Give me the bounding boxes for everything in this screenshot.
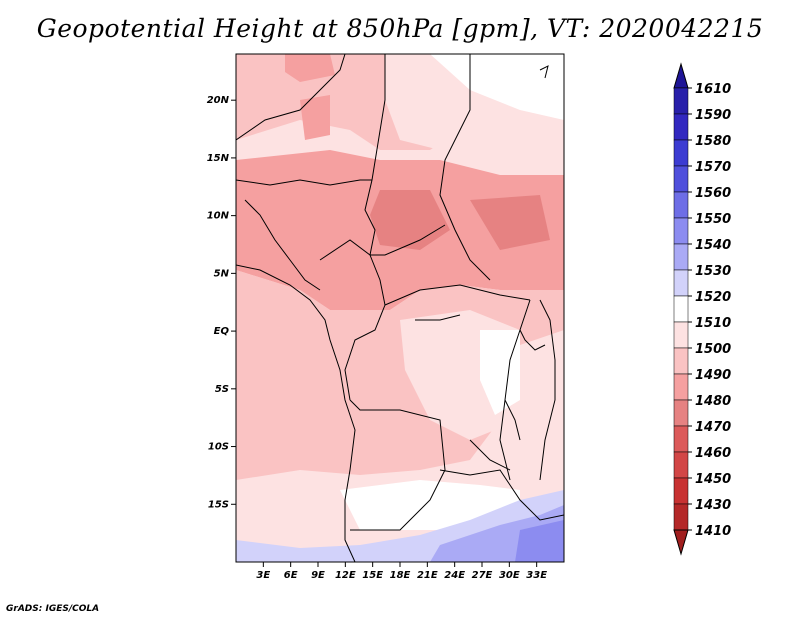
lake-shore bbox=[415, 314, 461, 321]
colorbar-swatch bbox=[673, 373, 689, 401]
colorbar-label: 1540 bbox=[695, 238, 731, 253]
lon-tick-label: 27E bbox=[472, 570, 493, 581]
lon-tick-label: 3E bbox=[256, 570, 270, 581]
border-line bbox=[439, 469, 564, 521]
field-south-blue-max bbox=[515, 520, 564, 562]
coastline bbox=[236, 264, 356, 562]
lat-tick-label: EQ bbox=[214, 326, 230, 337]
field-north-max bbox=[285, 54, 335, 82]
colorbar-label: 1560 bbox=[695, 186, 731, 201]
lon-tick-label: 15E bbox=[362, 570, 383, 581]
colorbar: 1610 1590 1580 1570 1560 1550 1540 1530 1520 1510… bbox=[673, 62, 731, 556]
lon-tick-label: 33E bbox=[526, 570, 547, 581]
lat-tick-label: 10S bbox=[208, 442, 229, 453]
border-line bbox=[384, 284, 531, 306]
field-sahel-max bbox=[370, 190, 450, 250]
border-line bbox=[439, 54, 491, 281]
colorbar-swatch bbox=[673, 503, 689, 531]
lon-tick-label: 21E bbox=[417, 570, 438, 581]
border-line bbox=[349, 399, 446, 531]
colorbar-label: 1580 bbox=[695, 134, 731, 149]
field-east-white bbox=[480, 330, 520, 415]
lat-tick-label: 15N bbox=[207, 153, 230, 164]
border-line bbox=[244, 199, 321, 291]
colorbar-swatch bbox=[673, 243, 689, 271]
lake-shore bbox=[519, 329, 546, 351]
colorbar-label: 1490 bbox=[695, 368, 731, 383]
lon-tick-label: 24E bbox=[444, 570, 465, 581]
border-line bbox=[499, 299, 531, 481]
colorbar-swatch bbox=[673, 165, 689, 193]
height-field bbox=[236, 54, 564, 562]
border-line bbox=[236, 54, 346, 141]
lat-tick-label: 20N bbox=[207, 95, 230, 106]
colorbar-swatch bbox=[673, 477, 689, 505]
border-line bbox=[236, 179, 372, 186]
colorbar-label: 1410 bbox=[695, 524, 731, 539]
colorbar-swatch bbox=[673, 425, 689, 453]
colorbar-label: 1450 bbox=[695, 472, 731, 487]
field-ne-white bbox=[430, 54, 564, 120]
colorbar-label: 1500 bbox=[695, 342, 731, 357]
lon-tick-label: 9E bbox=[311, 570, 325, 581]
colorbar-swatch bbox=[673, 295, 689, 323]
colorbar-top-arrow bbox=[673, 62, 689, 89]
lat-tick-label: 10N bbox=[207, 211, 230, 222]
coastline bbox=[539, 65, 549, 79]
colorbar-label: 1520 bbox=[695, 290, 731, 305]
lon-tick-label: 6E bbox=[284, 570, 298, 581]
lat-tick-label: 5S bbox=[215, 384, 229, 395]
field-south-white bbox=[340, 480, 520, 530]
latitude-axis: 20N 15N 10N 5N EQ 5S 10S 15S bbox=[207, 95, 236, 510]
country-borders bbox=[236, 54, 564, 562]
lat-tick-label: 15S bbox=[208, 499, 229, 510]
colorbar-label: 1480 bbox=[695, 394, 731, 409]
colorbar-label: 1460 bbox=[695, 446, 731, 461]
colorbar-swatch bbox=[673, 217, 689, 245]
colorbar-swatch bbox=[673, 399, 689, 427]
lon-tick-label: 18E bbox=[390, 570, 411, 581]
colorbar-swatch bbox=[673, 347, 689, 375]
chart-title: Geopotential Height at 850hPa [gpm], VT:… bbox=[36, 14, 764, 43]
colorbar-label: 1470 bbox=[695, 420, 731, 435]
colorbar-bottom-arrow bbox=[673, 529, 689, 556]
lat-tick-label: 5N bbox=[214, 268, 230, 279]
border-line bbox=[539, 299, 556, 481]
colorbar-label: 1590 bbox=[695, 108, 731, 123]
colorbar-label: 1530 bbox=[695, 264, 731, 279]
colorbar-label: 1430 bbox=[695, 498, 731, 513]
field-sahel-max-east bbox=[470, 195, 550, 250]
colorbar-swatch bbox=[673, 113, 689, 141]
field-north-patch bbox=[300, 95, 330, 140]
colorbar-swatch bbox=[673, 191, 689, 219]
border-line bbox=[364, 54, 386, 256]
border-line bbox=[344, 254, 386, 401]
border-line bbox=[319, 224, 446, 261]
grads-credit: GrADS: IGES/COLA bbox=[6, 604, 100, 614]
longitude-axis: 3E 6E 9E 12E 15E 18E 21E 24E 27E 30E 33E bbox=[256, 562, 547, 581]
colorbar-swatch bbox=[673, 451, 689, 479]
lon-tick-label: 12E bbox=[335, 570, 356, 581]
colorbar-label: 1550 bbox=[695, 212, 731, 227]
colorbar-swatch bbox=[673, 139, 689, 167]
lake-shore bbox=[504, 399, 521, 441]
colorbar-swatch bbox=[673, 87, 689, 115]
lon-tick-label: 30E bbox=[499, 570, 520, 581]
colorbar-label: 1610 bbox=[695, 82, 731, 97]
colorbar-swatch bbox=[673, 269, 689, 297]
border-line bbox=[469, 439, 511, 471]
colorbar-swatch bbox=[673, 321, 689, 349]
colorbar-label: 1510 bbox=[695, 316, 731, 331]
colorbar-label: 1570 bbox=[695, 160, 731, 175]
